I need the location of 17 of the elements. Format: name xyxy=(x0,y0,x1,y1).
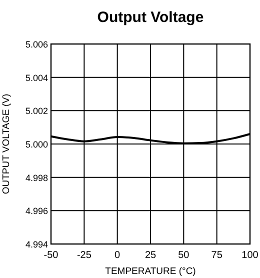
x-tick-label: 25 xyxy=(144,250,156,261)
y-axis-title: OUTPUT VOLTAGE (V) xyxy=(1,94,12,194)
y-tick-label: 4.998 xyxy=(25,172,48,183)
x-tick-label: -50 xyxy=(44,250,59,261)
y-tick-label: 5.000 xyxy=(25,140,48,150)
y-tick-label: 5.004 xyxy=(25,72,48,83)
x-tick-label: 75 xyxy=(211,250,223,261)
x-tick-label: 0 xyxy=(114,250,121,261)
x-tick-label: 50 xyxy=(178,250,190,261)
y-tick-label: 4.994 xyxy=(25,240,48,250)
y-tick-label: 5.002 xyxy=(25,106,48,116)
x-tick-label: 100 xyxy=(242,250,259,261)
y-tick-label: 5.006 xyxy=(25,40,48,50)
chart-title: Output Voltage xyxy=(97,9,204,26)
x-tick-label: -25 xyxy=(76,250,92,261)
x-axis-title: TEMPERATURE (°C) xyxy=(105,266,196,277)
y-tick-label: 4.996 xyxy=(25,206,48,216)
